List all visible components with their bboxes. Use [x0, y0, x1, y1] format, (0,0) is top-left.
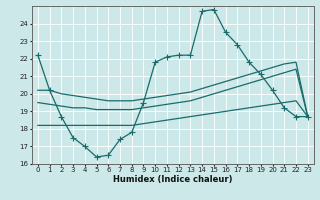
X-axis label: Humidex (Indice chaleur): Humidex (Indice chaleur) [113, 175, 233, 184]
